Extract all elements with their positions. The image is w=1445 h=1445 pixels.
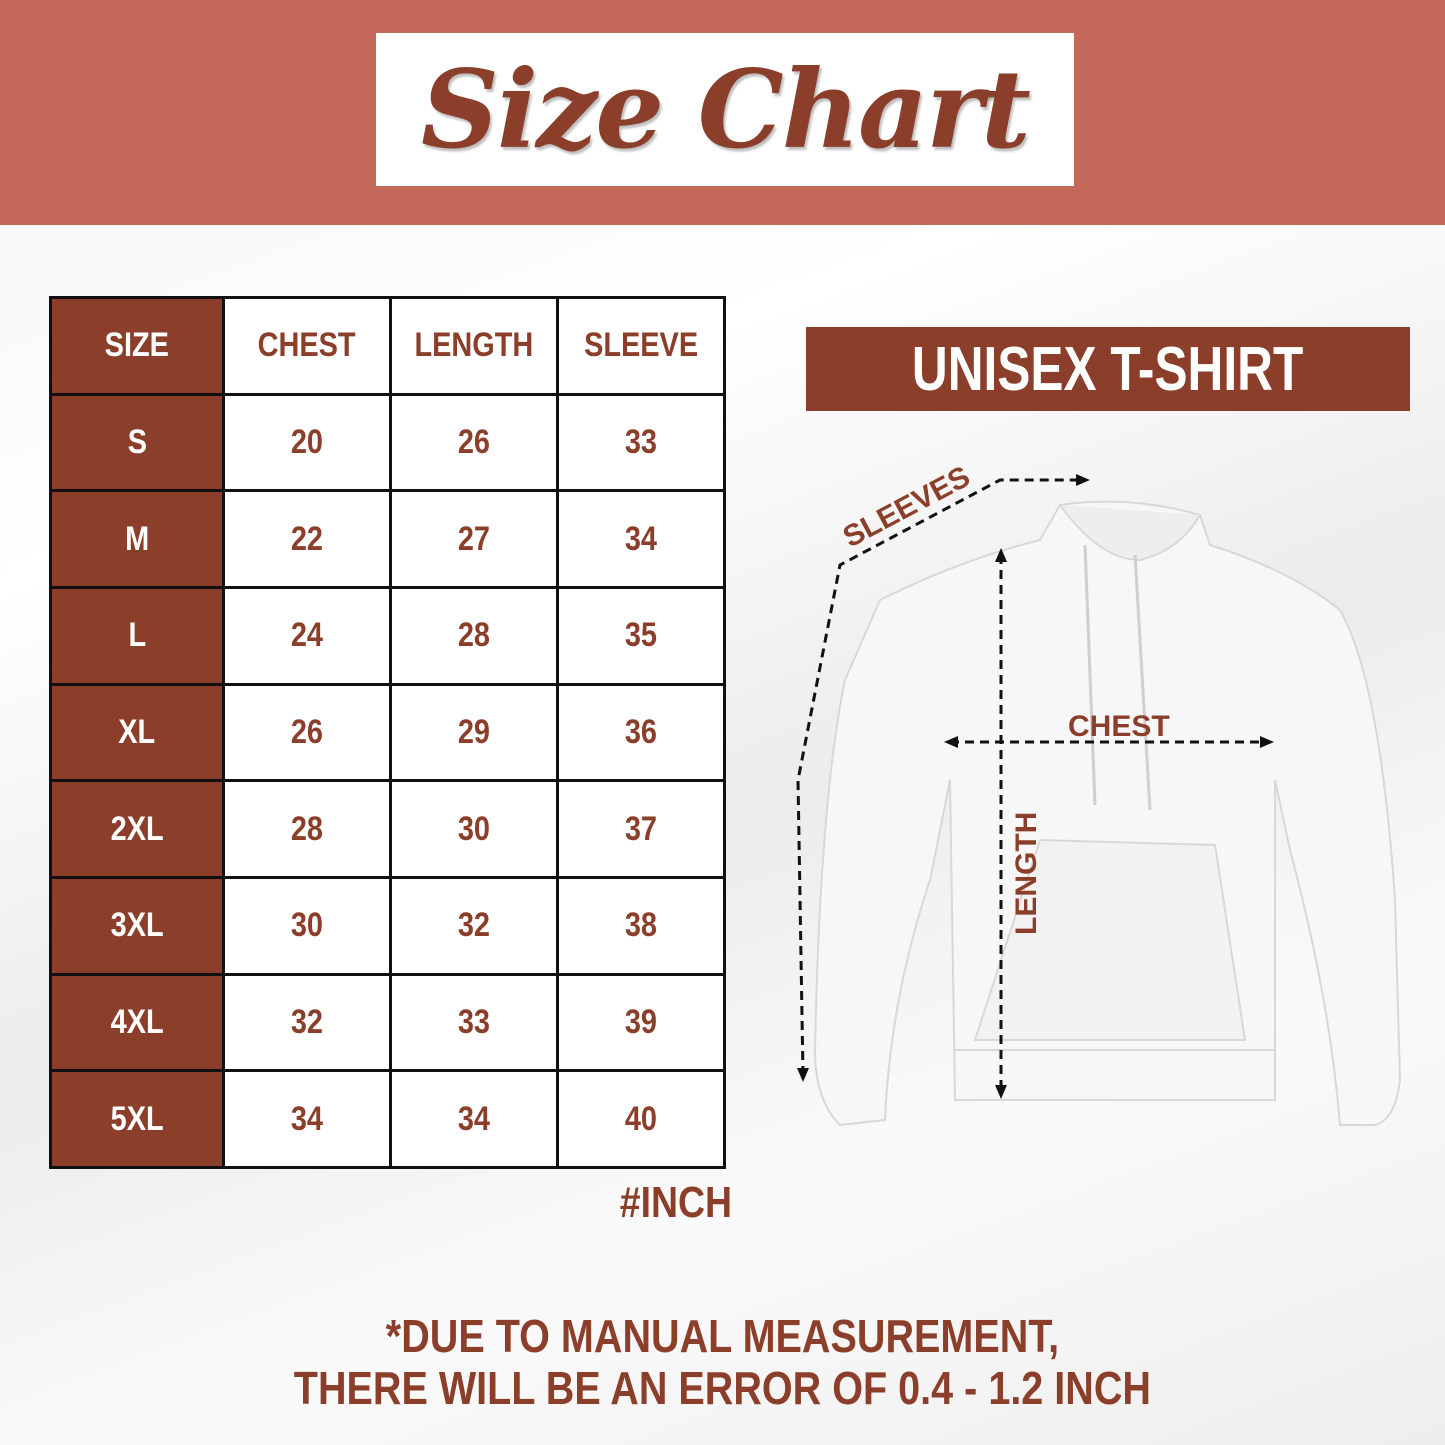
cell-sleeve: 33 bbox=[556, 392, 726, 493]
cell-chest: 32 bbox=[222, 972, 392, 1073]
cell-length: 27 bbox=[389, 489, 559, 589]
cell-size-value: S bbox=[127, 422, 147, 461]
cell-size: 4XL bbox=[49, 972, 225, 1073]
cell-size-value: 5XL bbox=[110, 1099, 164, 1138]
hoodie-illustration bbox=[813, 500, 1402, 1127]
table-row: L 24 28 35 bbox=[49, 585, 726, 686]
cell-size: 3XL bbox=[49, 875, 225, 976]
cell-length-value: 30 bbox=[457, 809, 491, 848]
cell-sleeve: 39 bbox=[556, 972, 726, 1073]
cell-sleeve: 34 bbox=[556, 489, 726, 589]
cell-size: S bbox=[49, 392, 225, 493]
header-length: LENGTH bbox=[389, 296, 559, 396]
cell-size: XL bbox=[49, 682, 225, 783]
cell-sleeve-value: 40 bbox=[624, 1099, 658, 1138]
product-label: UNISEX T-SHIRT bbox=[806, 327, 1410, 411]
cell-chest: 30 bbox=[222, 875, 392, 976]
product-label-text: UNISEX T-SHIRT bbox=[912, 334, 1304, 404]
cell-length-value: 26 bbox=[457, 422, 491, 461]
cell-sleeve: 36 bbox=[556, 682, 726, 783]
header-size: SIZE bbox=[49, 296, 225, 396]
unit-label: #INCH bbox=[600, 1178, 732, 1228]
cell-chest-value: 30 bbox=[290, 906, 324, 945]
cell-sleeve-value: 35 bbox=[624, 616, 658, 655]
sleeves-label: SLEEVES bbox=[838, 460, 976, 554]
cell-length-value: 28 bbox=[457, 616, 491, 655]
arrowheads bbox=[797, 474, 1274, 1099]
measure-lines bbox=[796, 478, 1268, 1092]
cell-chest-value: 28 bbox=[290, 809, 324, 848]
note-line-2: THERE WILL BE AN ERROR OF 0.4 - 1.2 INCH bbox=[293, 1362, 1152, 1414]
cell-sleeve: 37 bbox=[556, 779, 726, 879]
table-row: 5XL 34 34 40 bbox=[49, 1069, 726, 1169]
cell-chest-value: 20 bbox=[290, 422, 324, 461]
cell-sleeve-value: 34 bbox=[624, 519, 658, 558]
table-header-row: SIZE CHEST LENGTH SLEEVE bbox=[49, 296, 726, 396]
cell-chest-value: 32 bbox=[290, 1002, 324, 1041]
cell-length-value: 32 bbox=[457, 906, 491, 945]
cell-chest: 22 bbox=[222, 489, 392, 589]
header-size-text: SIZE bbox=[104, 326, 170, 365]
note-line-1: *DUE TO MANUAL MEASUREMENT, bbox=[385, 1310, 1060, 1362]
cell-length: 34 bbox=[389, 1069, 559, 1169]
chest-label: CHEST bbox=[1068, 710, 1170, 743]
cell-sleeve-value: 37 bbox=[624, 809, 658, 848]
cell-chest: 20 bbox=[222, 392, 392, 493]
size-table: SIZE CHEST LENGTH SLEEVE S 20 26 33 M 22 27 34 L 24 28… bbox=[49, 296, 726, 1169]
header-sleeve: SLEEVE bbox=[556, 296, 726, 396]
cell-chest-value: 22 bbox=[290, 519, 324, 558]
table-row: 4XL 32 33 39 bbox=[49, 972, 726, 1073]
cell-length-value: 27 bbox=[457, 519, 491, 558]
cell-sleeve-value: 38 bbox=[624, 906, 658, 945]
header-sleeve-text: SLEEVE bbox=[583, 326, 699, 365]
header-chest: CHEST bbox=[222, 296, 392, 396]
cell-size: 2XL bbox=[49, 779, 225, 879]
cell-length-value: 29 bbox=[457, 712, 491, 751]
cell-sleeve-value: 33 bbox=[624, 422, 658, 461]
cell-size-value: L bbox=[128, 616, 146, 655]
unit-text: #INCH bbox=[619, 1178, 733, 1227]
cell-sleeve: 35 bbox=[556, 585, 726, 686]
cell-chest: 24 bbox=[222, 585, 392, 686]
cell-length: 26 bbox=[389, 392, 559, 493]
length-label: LENGTH bbox=[1010, 812, 1043, 935]
cell-size: M bbox=[49, 489, 225, 589]
table-row: S 20 26 33 bbox=[49, 392, 726, 493]
header-chest-text: CHEST bbox=[258, 326, 356, 365]
cell-size-value: XL bbox=[118, 712, 156, 751]
cell-length-value: 34 bbox=[457, 1099, 491, 1138]
cell-size: L bbox=[49, 585, 225, 686]
cell-chest: 28 bbox=[222, 779, 392, 879]
cell-length: 28 bbox=[389, 585, 559, 686]
measurement-note: *DUE TO MANUAL MEASUREMENT, THERE WILL B… bbox=[0, 1310, 1445, 1414]
cell-size-value: 4XL bbox=[110, 1002, 164, 1041]
cell-chest-value: 26 bbox=[290, 712, 324, 751]
table-row: XL 26 29 36 bbox=[49, 682, 726, 783]
cell-sleeve: 38 bbox=[556, 875, 726, 976]
page-title: Size Chart bbox=[421, 46, 1031, 173]
cell-sleeve-value: 36 bbox=[624, 712, 658, 751]
cell-chest-value: 34 bbox=[290, 1099, 324, 1138]
cell-length: 29 bbox=[389, 682, 559, 783]
cell-chest-value: 24 bbox=[290, 616, 324, 655]
cell-size-value: 2XL bbox=[110, 809, 164, 848]
cell-chest: 26 bbox=[222, 682, 392, 783]
cell-length: 33 bbox=[389, 972, 559, 1073]
cell-size-value: M bbox=[124, 519, 150, 558]
cell-chest: 34 bbox=[222, 1069, 392, 1169]
cell-size: 5XL bbox=[49, 1069, 225, 1169]
cell-sleeve: 40 bbox=[556, 1069, 726, 1169]
title-box: Size Chart bbox=[376, 33, 1074, 186]
table-row: M 22 27 34 bbox=[49, 489, 726, 589]
cell-sleeve-value: 39 bbox=[624, 1002, 658, 1041]
table-row: 3XL 30 32 38 bbox=[49, 875, 726, 976]
header-length-text: LENGTH bbox=[414, 326, 534, 365]
cell-length: 30 bbox=[389, 779, 559, 879]
table-row: 2XL 28 30 37 bbox=[49, 779, 726, 879]
cell-length-value: 33 bbox=[457, 1002, 491, 1041]
cell-size-value: 3XL bbox=[110, 906, 164, 945]
cell-length: 32 bbox=[389, 875, 559, 976]
